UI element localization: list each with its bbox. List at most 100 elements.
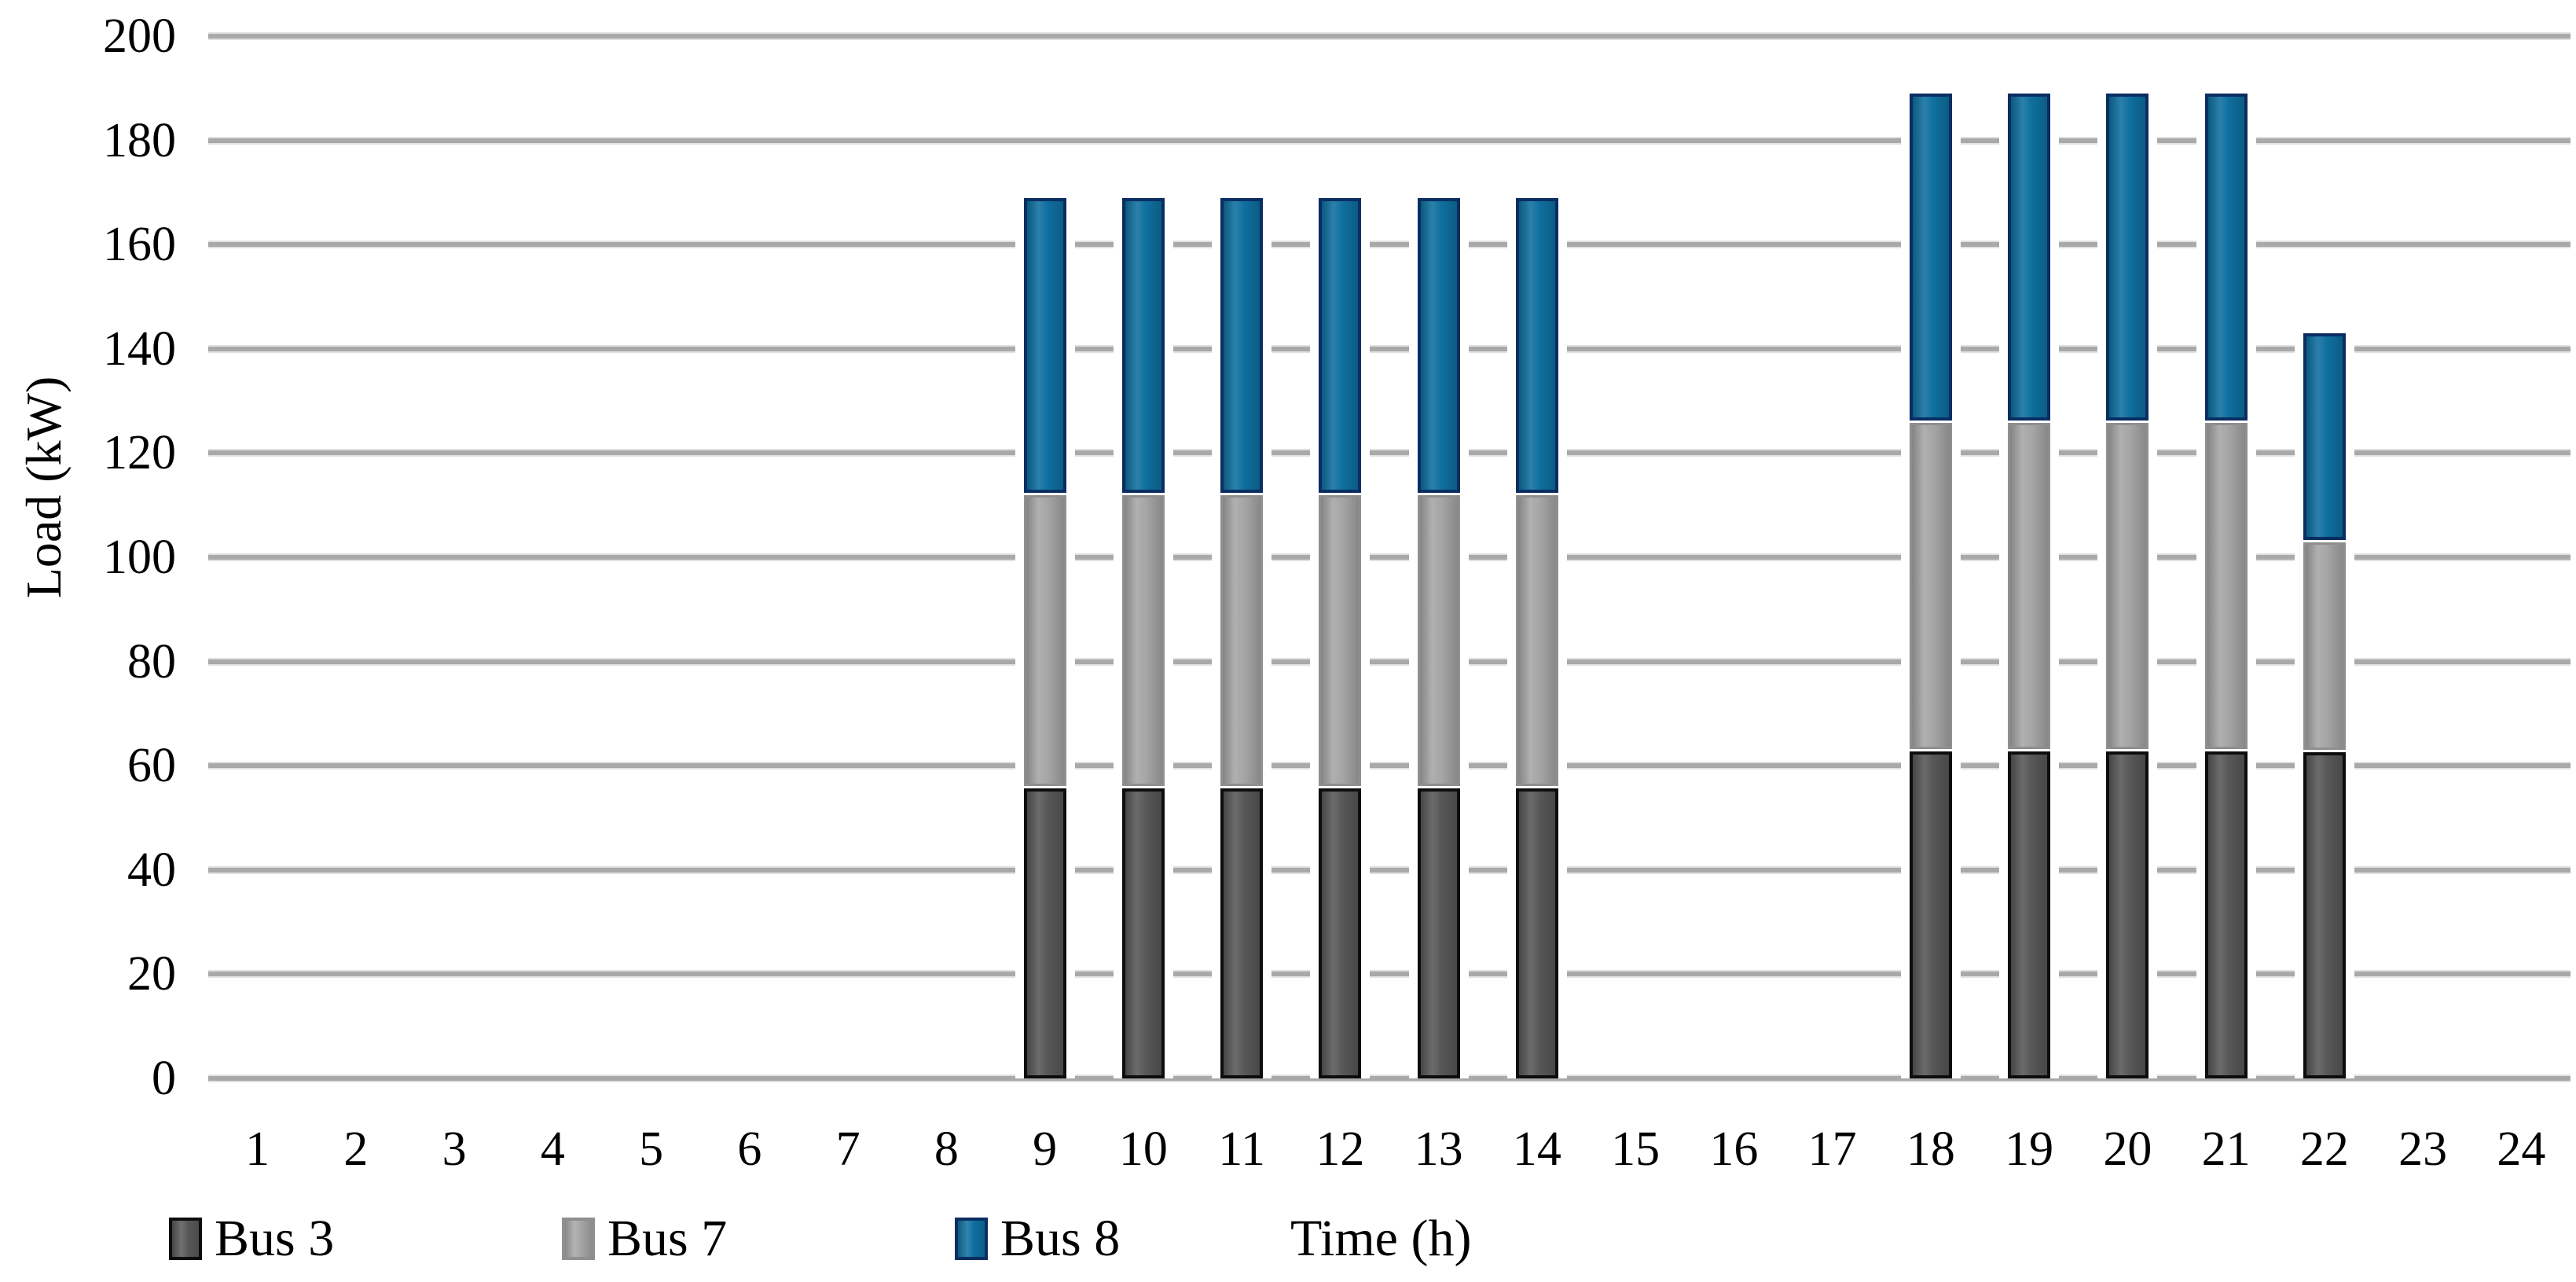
bar-segment-bus-8 bbox=[2106, 93, 2149, 421]
x-axis-tick-label: 8 bbox=[934, 1122, 959, 1176]
x-axis-tick-label: 4 bbox=[540, 1122, 565, 1176]
legend-item-bus-8: Bus 8 bbox=[955, 1201, 1120, 1276]
x-axis-tick-label: 2 bbox=[343, 1122, 369, 1176]
bar-segment-bus-8 bbox=[2008, 93, 2051, 421]
x-axis-tick-label: 23 bbox=[2398, 1122, 2448, 1176]
x-axis-tick-label: 18 bbox=[1906, 1122, 1955, 1176]
y-axis-tick-label: 120 bbox=[103, 426, 176, 480]
bar-segment-bus-8 bbox=[1121, 197, 1165, 494]
gridline bbox=[208, 1076, 2570, 1081]
x-axis-tick-label: 20 bbox=[2103, 1122, 2152, 1176]
bar-segment-bus-8 bbox=[2204, 93, 2248, 421]
plot-area bbox=[208, 34, 2570, 1081]
bar-segment-bus-8 bbox=[1909, 93, 1952, 421]
bar-hour-14 bbox=[1515, 197, 1558, 1078]
y-axis-tick-label: 200 bbox=[103, 9, 176, 63]
bar-segment-bus-3 bbox=[2303, 751, 2346, 1078]
gridline bbox=[208, 450, 2570, 456]
x-axis-tick-label: 5 bbox=[639, 1122, 664, 1176]
bar-segment-bus-3 bbox=[1417, 788, 1460, 1078]
x-axis-tick-label: 22 bbox=[2299, 1122, 2349, 1176]
bar-segment-bus-7 bbox=[1220, 495, 1264, 786]
bar-hour-13 bbox=[1417, 197, 1460, 1078]
bar-segment-bus-7 bbox=[1121, 495, 1165, 786]
gridline bbox=[208, 659, 2570, 664]
y-axis-tick-label: 180 bbox=[103, 113, 176, 167]
bar-segment-bus-3 bbox=[1220, 788, 1264, 1078]
bar-segment-bus-3 bbox=[2204, 751, 2248, 1078]
bar-segment-bus-8 bbox=[1220, 197, 1264, 494]
x-axis-tick-label: 21 bbox=[2201, 1122, 2251, 1176]
legend-swatch-bus-8 bbox=[955, 1218, 988, 1260]
legend-item-bus-7: Bus 7 bbox=[562, 1201, 727, 1276]
bar-segment-bus-7 bbox=[2303, 542, 2346, 750]
gridline bbox=[208, 763, 2570, 769]
bar-hour-20 bbox=[2106, 93, 2149, 1078]
bar-segment-bus-8 bbox=[1417, 197, 1460, 494]
x-axis-tick-label: 15 bbox=[1611, 1122, 1660, 1176]
bar-segment-bus-8 bbox=[2303, 332, 2346, 541]
x-axis-tick-labels: 1 2 3 4 5 6 7 8 9 10 11 12 13 14 15 16 17 18 19 20 21 22 23 24 bbox=[208, 1119, 2570, 1179]
y-axis-tick-label: 80 bbox=[127, 634, 176, 689]
x-axis-tick-label: 13 bbox=[1414, 1122, 1463, 1176]
bar-segment-bus-3 bbox=[1909, 751, 1952, 1078]
x-axis-tick-label: 19 bbox=[2005, 1122, 2054, 1176]
bar-segment-bus-7 bbox=[2106, 422, 2149, 750]
bar-hour-18 bbox=[1909, 93, 1952, 1078]
y-axis-tick-label: 160 bbox=[103, 218, 176, 272]
y-axis-tick-labels: 0 20 40 60 80 100 120 140 160 180 200 bbox=[0, 11, 182, 1104]
y-axis-tick-label: 100 bbox=[103, 531, 176, 584]
bar-hour-19 bbox=[2008, 93, 2051, 1078]
bar-segment-bus-3 bbox=[2008, 751, 2051, 1078]
legend-label: Bus 7 bbox=[607, 1210, 728, 1267]
legend-label: Bus 3 bbox=[215, 1210, 335, 1267]
x-axis-tick-label: 7 bbox=[835, 1122, 861, 1176]
legend-swatch-bus-3 bbox=[169, 1218, 202, 1260]
x-axis-tick-label: 11 bbox=[1218, 1122, 1265, 1176]
x-axis-tick-label: 9 bbox=[1033, 1122, 1058, 1176]
gridline bbox=[208, 555, 2570, 560]
x-axis-tick-label: 6 bbox=[737, 1122, 762, 1176]
gridline bbox=[208, 242, 2570, 248]
gridline bbox=[208, 346, 2570, 351]
bar-hour-12 bbox=[1319, 197, 1362, 1078]
bar-hour-9 bbox=[1023, 197, 1066, 1078]
bar-segment-bus-7 bbox=[1023, 495, 1066, 786]
legend-label: Bus 8 bbox=[1000, 1210, 1121, 1267]
bar-segment-bus-3 bbox=[1121, 788, 1165, 1078]
x-axis-tick-label: 1 bbox=[245, 1122, 270, 1176]
legend-item-bus-3: Bus 3 bbox=[169, 1201, 334, 1276]
chart-footer: Time (h) Bus 3 Bus 7 Bus 8 bbox=[0, 1201, 2576, 1276]
bar-segment-bus-8 bbox=[1515, 197, 1558, 494]
bar-hour-11 bbox=[1220, 197, 1264, 1078]
x-axis-tick-label: 3 bbox=[442, 1122, 467, 1176]
x-axis-tick-label: 12 bbox=[1316, 1122, 1365, 1176]
bar-segment-bus-8 bbox=[1023, 197, 1066, 494]
x-axis-tick-label: 10 bbox=[1118, 1122, 1168, 1176]
gridline bbox=[208, 138, 2570, 143]
bar-segment-bus-7 bbox=[1515, 495, 1558, 786]
bar-segment-bus-7 bbox=[2008, 422, 2051, 750]
bar-segment-bus-8 bbox=[1319, 197, 1362, 494]
legend-swatch-bus-7 bbox=[562, 1218, 595, 1260]
y-axis-tick-label: 20 bbox=[127, 947, 176, 1001]
x-axis-title: Time (h) bbox=[1290, 1210, 1472, 1267]
y-axis-tick-label: 40 bbox=[127, 843, 176, 897]
x-axis-tick-label: 14 bbox=[1512, 1122, 1561, 1176]
y-axis-tick-label: 140 bbox=[103, 321, 176, 376]
bar-segment-bus-3 bbox=[1515, 788, 1558, 1078]
bar-hour-22 bbox=[2303, 332, 2346, 1078]
bar-segment-bus-7 bbox=[2204, 422, 2248, 750]
x-axis-tick-label: 24 bbox=[2497, 1122, 2546, 1176]
gridline bbox=[208, 34, 2570, 39]
y-axis-tick-label: 60 bbox=[127, 739, 176, 793]
bar-segment-bus-7 bbox=[1909, 422, 1952, 750]
gridline bbox=[208, 867, 2570, 872]
bar-hour-21 bbox=[2204, 93, 2248, 1078]
x-axis-tick-label: 17 bbox=[1807, 1122, 1857, 1176]
bar-segment-bus-3 bbox=[1319, 788, 1362, 1078]
bar-segment-bus-3 bbox=[2106, 751, 2149, 1078]
bar-segment-bus-7 bbox=[1319, 495, 1362, 786]
bar-hour-10 bbox=[1121, 197, 1165, 1078]
